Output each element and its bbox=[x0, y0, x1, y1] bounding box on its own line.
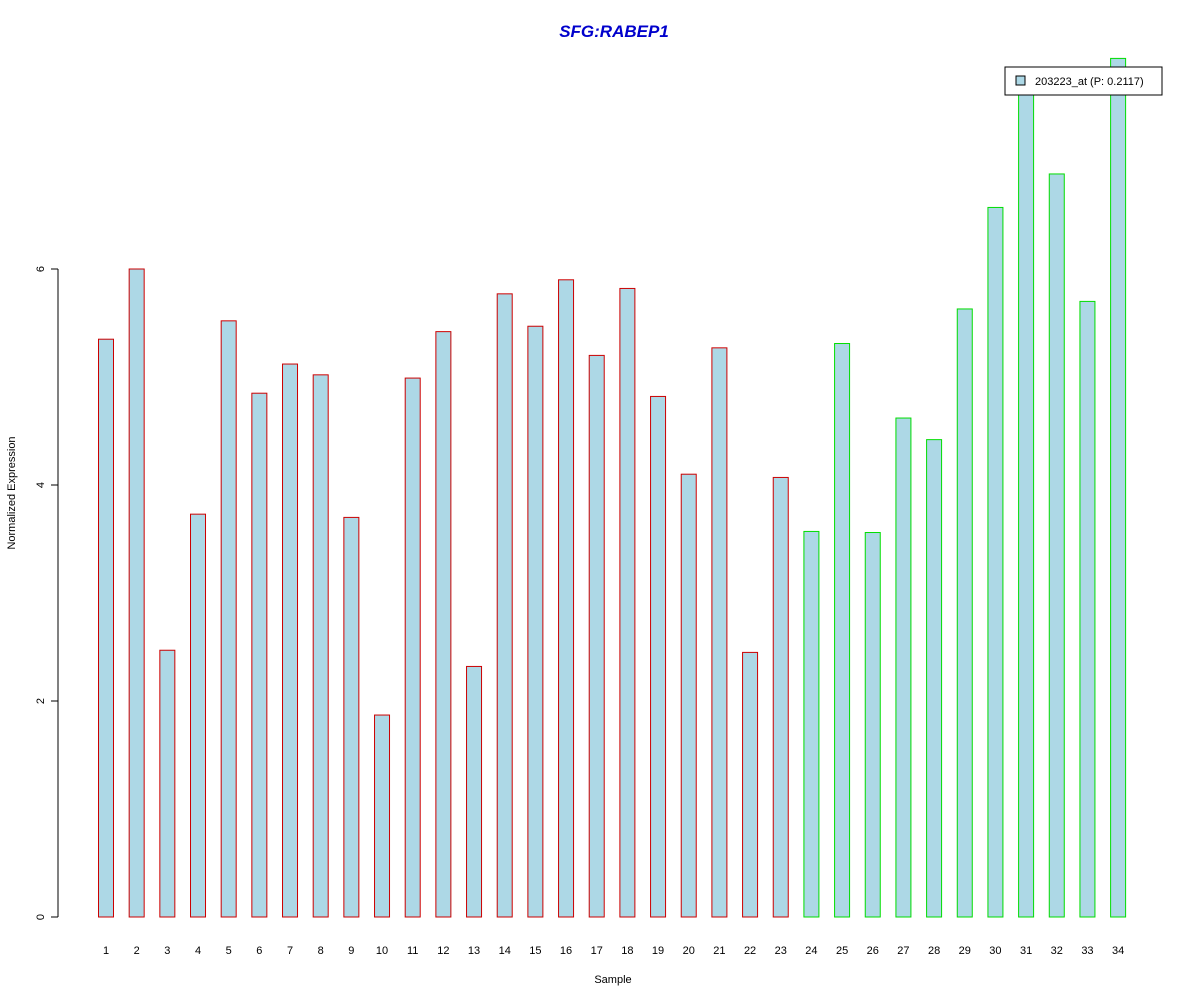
bar-sample-27 bbox=[895, 417, 912, 918]
bar-sample-29 bbox=[956, 308, 973, 918]
x-axis-tick-label: 33 bbox=[1081, 945, 1093, 957]
bar-sample-8 bbox=[312, 374, 329, 918]
x-axis-label: Sample bbox=[594, 974, 631, 986]
x-axis-tick-label: 12 bbox=[437, 945, 449, 957]
x-axis-tick-label: 16 bbox=[560, 945, 572, 957]
bar-sample-4 bbox=[190, 513, 207, 918]
bar-sample-23 bbox=[772, 476, 789, 918]
x-axis-tick-label: 21 bbox=[713, 945, 725, 957]
x-axis-tick-label: 13 bbox=[468, 945, 480, 957]
x-axis-tick-label: 34 bbox=[1112, 945, 1124, 957]
bars bbox=[98, 57, 1127, 918]
y-axis-label: Normalized Expression bbox=[6, 436, 18, 549]
y-axis-tick-label: 4 bbox=[35, 482, 47, 488]
y-axis: 0 2 4 6 bbox=[35, 266, 59, 920]
x-axis-tick-label: 28 bbox=[928, 945, 940, 957]
x-axis-tick-label: 25 bbox=[836, 945, 848, 957]
bar-sample-17 bbox=[588, 354, 605, 918]
x-axis-tick-label: 1 bbox=[103, 945, 109, 957]
bar-sample-31 bbox=[1018, 71, 1035, 918]
bar-sample-16 bbox=[558, 279, 575, 918]
bar-sample-10 bbox=[374, 714, 391, 918]
x-axis-tick-label: 3 bbox=[164, 945, 170, 957]
x-axis-tick-label: 14 bbox=[499, 945, 511, 957]
x-axis-tick-label: 9 bbox=[348, 945, 354, 957]
bar-sample-9 bbox=[343, 516, 360, 918]
x-axis-tick-label: 6 bbox=[256, 945, 262, 957]
bar-sample-33 bbox=[1079, 300, 1096, 918]
x-axis-tick-label: 32 bbox=[1051, 945, 1063, 957]
x-axis-tick-label: 30 bbox=[989, 945, 1001, 957]
bar-sample-26 bbox=[864, 532, 881, 918]
legend-label: 203223_at (P: 0.2117) bbox=[1035, 76, 1144, 88]
x-axis-tick-label: 24 bbox=[805, 945, 817, 957]
bar-sample-22 bbox=[742, 651, 759, 918]
x-axis-tick-label: 26 bbox=[867, 945, 879, 957]
bar-sample-13 bbox=[466, 665, 483, 918]
bar-sample-28 bbox=[926, 439, 943, 918]
bar-sample-24 bbox=[803, 530, 820, 918]
x-axis-tick-label: 19 bbox=[652, 945, 664, 957]
bar-sample-2 bbox=[128, 268, 145, 918]
y-axis-tick-label: 2 bbox=[35, 698, 47, 704]
bar-sample-32 bbox=[1048, 173, 1065, 918]
x-axis-tick-label: 31 bbox=[1020, 945, 1032, 957]
bar-sample-19 bbox=[650, 395, 667, 918]
x-axis-tick-label: 23 bbox=[775, 945, 787, 957]
y-axis-tick-label: 6 bbox=[35, 266, 47, 272]
x-axis-tick-label: 27 bbox=[897, 945, 909, 957]
bar-sample-15 bbox=[527, 325, 544, 918]
x-axis-tick-label: 4 bbox=[195, 945, 201, 957]
legend-box bbox=[1004, 66, 1163, 96]
x-axis-tick-label: 11 bbox=[407, 945, 418, 957]
x-axis-tick-label: 20 bbox=[683, 945, 695, 957]
bar-sample-11 bbox=[404, 377, 421, 918]
bar-sample-18 bbox=[619, 287, 636, 918]
legend: 203223_at (P: 0.2117) bbox=[1004, 66, 1163, 96]
chart-title: SFG:RABEP1 bbox=[559, 22, 669, 41]
y-axis-tick-label: 0 bbox=[35, 914, 47, 920]
bar-sample-3 bbox=[159, 649, 176, 918]
x-axis-tick-label: 10 bbox=[376, 945, 388, 957]
bar-sample-5 bbox=[220, 320, 237, 918]
bar-sample-7 bbox=[282, 363, 299, 918]
bar-sample-1 bbox=[98, 338, 114, 918]
bar-sample-25 bbox=[834, 343, 851, 918]
x-axis-tick-label: 18 bbox=[621, 945, 633, 957]
bar-sample-30 bbox=[987, 206, 1004, 918]
bar-sample-34 bbox=[1110, 57, 1127, 918]
x-axis-tick-labels: 1 2 3 4 5 6 7 8 9 10 11 12 13 14 15 16 17 18 19 20 21 22 23 24 2… bbox=[103, 945, 1124, 957]
bar-sample-6 bbox=[251, 392, 268, 918]
bar-sample-14 bbox=[496, 293, 513, 918]
x-axis-tick-label: 5 bbox=[226, 945, 232, 957]
bar-sample-21 bbox=[711, 347, 728, 918]
x-axis-tick-label: 22 bbox=[744, 945, 756, 957]
x-axis-tick-label: 8 bbox=[318, 945, 324, 957]
x-axis-tick-label: 29 bbox=[959, 945, 971, 957]
bar-sample-20 bbox=[680, 473, 697, 918]
x-axis-tick-label: 15 bbox=[529, 945, 541, 957]
bar-sample-12 bbox=[435, 331, 452, 918]
x-axis-tick-label: 2 bbox=[134, 945, 140, 957]
x-axis-tick-label: 17 bbox=[591, 945, 603, 957]
legend-swatch bbox=[1015, 75, 1026, 86]
x-axis-tick-label: 7 bbox=[287, 945, 293, 957]
